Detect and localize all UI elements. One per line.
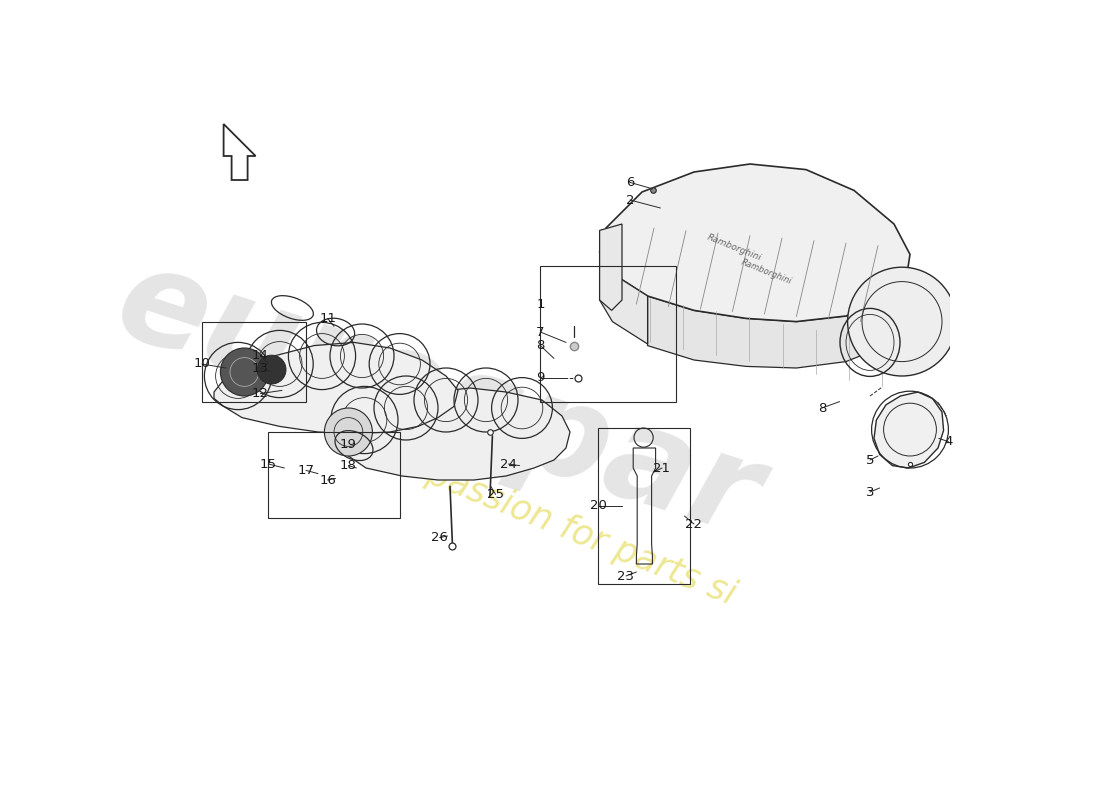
Text: 25: 25: [487, 488, 504, 501]
Bar: [540, 266, 676, 402]
Polygon shape: [600, 164, 910, 322]
Bar: [598, 428, 690, 584]
Text: 16: 16: [319, 474, 336, 486]
Text: 20: 20: [590, 499, 606, 512]
Text: 15: 15: [260, 458, 277, 470]
Text: 21: 21: [653, 462, 671, 474]
Text: a passion for parts si: a passion for parts si: [392, 444, 740, 612]
Polygon shape: [600, 252, 648, 344]
Text: 22: 22: [685, 518, 703, 530]
Text: Ramborghini: Ramborghini: [739, 258, 793, 286]
Text: 13: 13: [252, 362, 268, 374]
Text: 11: 11: [319, 312, 337, 325]
Text: 19: 19: [340, 438, 356, 450]
Text: 14: 14: [252, 350, 268, 362]
Text: 23: 23: [617, 570, 635, 582]
Circle shape: [257, 355, 286, 384]
Text: 3: 3: [866, 486, 874, 498]
Text: 12: 12: [252, 387, 268, 400]
Polygon shape: [214, 342, 458, 434]
Text: 4: 4: [944, 435, 953, 448]
Polygon shape: [600, 224, 621, 310]
Text: 9: 9: [536, 371, 544, 384]
Circle shape: [220, 348, 268, 396]
Text: 5: 5: [866, 454, 874, 466]
Text: 8: 8: [817, 402, 826, 414]
Bar: [268, 432, 400, 518]
Polygon shape: [874, 392, 944, 468]
Text: 17: 17: [297, 464, 315, 477]
Bar: [202, 322, 306, 402]
Text: 26: 26: [431, 531, 448, 544]
Text: 24: 24: [500, 458, 517, 470]
Polygon shape: [338, 388, 570, 480]
Polygon shape: [648, 280, 906, 368]
Text: 18: 18: [340, 459, 356, 472]
Circle shape: [324, 408, 373, 456]
Text: 10: 10: [194, 358, 210, 370]
Text: 1: 1: [536, 298, 544, 310]
Text: 6: 6: [626, 176, 635, 189]
Text: Ramborghini: Ramborghini: [705, 233, 762, 263]
Text: eurospar: eurospar: [101, 237, 774, 563]
Circle shape: [848, 267, 956, 376]
Text: 2: 2: [626, 194, 635, 206]
Text: 8: 8: [536, 339, 544, 352]
Text: 7: 7: [536, 326, 544, 338]
